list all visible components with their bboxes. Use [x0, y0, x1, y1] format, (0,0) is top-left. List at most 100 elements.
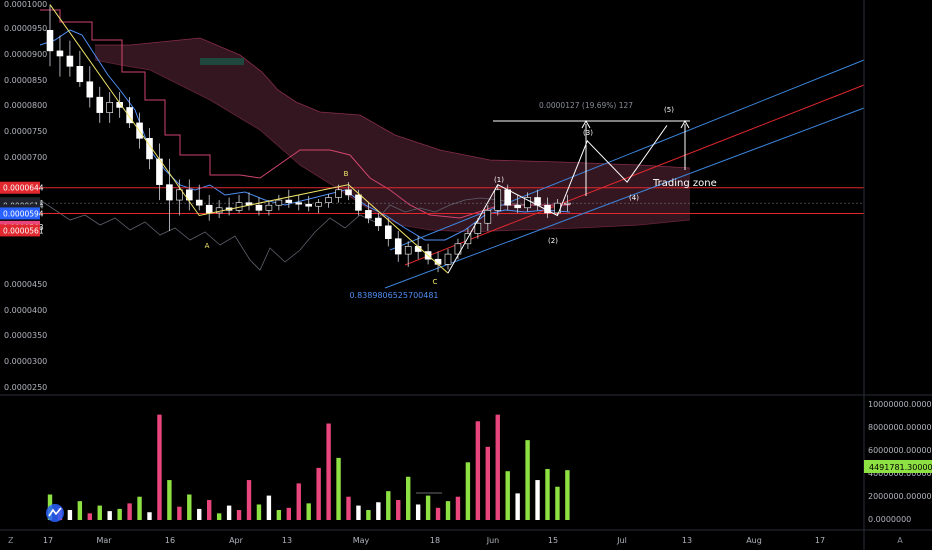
- elliott-wave-drawing[interactable]: [49, 4, 449, 274]
- candle-body: [305, 203, 313, 207]
- volume-bar: [197, 508, 202, 520]
- horizontal-levels[interactable]: [40, 187, 864, 214]
- price-axis[interactable]: 0.0001000 0.0000950 0.0000900 0.0000850 …: [4, 0, 47, 392]
- zone-arrowhead: [680, 119, 690, 129]
- time-tick: Jun: [486, 536, 500, 545]
- candle-body: [265, 204, 273, 211]
- volume-bar: [435, 507, 441, 520]
- price-tick: 0.0000400: [4, 306, 47, 315]
- time-tick: May: [353, 536, 370, 545]
- volume-bar: [425, 495, 431, 520]
- price-tick: 0.0000750: [4, 127, 47, 136]
- auto-scale-button[interactable]: A: [897, 536, 903, 545]
- volume-bar: [236, 510, 242, 520]
- volume-bar: [216, 513, 222, 520]
- volume-bar: [177, 506, 182, 520]
- trading-zone-label: Trading zone: [652, 178, 717, 189]
- candle-body: [195, 199, 203, 206]
- volume-bar: [127, 503, 132, 520]
- time-tick: 13: [282, 536, 292, 545]
- candle-body: [56, 50, 64, 57]
- volume-bar: [485, 446, 490, 520]
- price-tick: 0.0000300: [4, 357, 47, 366]
- volume-bar: [346, 496, 351, 520]
- parallel-channels[interactable]: [384, 59, 865, 289]
- impulse-label-5: (5): [664, 106, 674, 114]
- volume-current-value: 4491781.3000000: [869, 463, 932, 472]
- time-axis[interactable]: 17 Mar 16 Apr 13 May 18 Jun 15 Jul 13 Au…: [43, 536, 825, 545]
- tradingview-logo-icon[interactable]: [46, 504, 64, 522]
- tenkan-line: [39, 29, 571, 241]
- candle-body: [86, 81, 94, 98]
- channel-upper-line: [389, 59, 865, 251]
- candle-body: [444, 253, 452, 265]
- volume-bar: [376, 502, 381, 520]
- volume-bar: [386, 491, 391, 520]
- candle-body: [504, 189, 512, 206]
- volume-bars: [47, 414, 570, 520]
- wave-label-a: A: [205, 242, 210, 250]
- measure-label: 0.0000127 (19.69%) 127: [539, 101, 633, 110]
- volume-bar: [505, 471, 510, 520]
- candle-body: [315, 202, 322, 207]
- measure-arrowhead: [581, 119, 591, 129]
- volume-axis[interactable]: 10000000.0000000 8000000.0000000 6000000…: [864, 400, 932, 524]
- volume-bar: [276, 510, 282, 520]
- volume-bar: [286, 507, 291, 520]
- price-badge: [0, 181, 40, 194]
- price-tick: 0.0001000: [4, 0, 47, 9]
- candle-body: [335, 189, 342, 198]
- volume-bar: [455, 496, 461, 520]
- price-badge: [0, 224, 40, 237]
- candle-body: [404, 246, 412, 255]
- volume-bar: [256, 504, 262, 520]
- volume-bar: [555, 486, 560, 520]
- wave-label-c: C: [433, 278, 438, 286]
- time-tick: 17: [815, 536, 825, 545]
- time-tick: 16: [165, 536, 175, 545]
- indicator-lines: [39, 9, 571, 271]
- volume-tick: 4000000.0000000: [868, 469, 932, 478]
- candle-body: [524, 197, 531, 209]
- volume-bar: [67, 510, 73, 520]
- fib-ratio-label: 0.8389806525700481: [349, 291, 438, 300]
- volume-bar: [117, 508, 122, 520]
- volume-bar: [475, 421, 481, 520]
- volume-bar: [97, 505, 102, 520]
- volume-tick: 10000000.0000000: [868, 400, 932, 409]
- volume-bar: [366, 510, 371, 520]
- candle-body: [186, 189, 193, 201]
- volume-bar: [326, 423, 331, 520]
- candle-body: [454, 243, 462, 255]
- impulse-label-4: (4): [629, 194, 639, 202]
- volume-bar: [356, 505, 361, 520]
- impulse-label-2: (2): [548, 237, 558, 245]
- volume-bar: [167, 480, 172, 520]
- price-tick: 0.0000350: [4, 331, 47, 340]
- price-tick: 0.0000850: [4, 76, 47, 85]
- volume-bar: [535, 480, 540, 520]
- price-tick: 0.0000700: [4, 153, 47, 162]
- projection-drawing[interactable]: [416, 119, 690, 494]
- candle-body: [76, 66, 84, 83]
- time-tick: Apr: [229, 536, 244, 545]
- timezone-button[interactable]: Z: [8, 536, 14, 545]
- candle-body: [205, 204, 213, 214]
- volume-bar: [296, 483, 301, 520]
- candle-body: [394, 238, 402, 255]
- volume-bar: [266, 495, 272, 520]
- volume-bar: [77, 501, 83, 520]
- volume-bar: [445, 501, 451, 520]
- volume-bar: [246, 480, 252, 520]
- candle-body: [96, 96, 104, 113]
- volume-bar: [525, 440, 530, 520]
- candle-body: [484, 210, 492, 224]
- volume-bar: [157, 414, 162, 520]
- volume-bar: [107, 511, 112, 520]
- cloud-lower-edge: [94, 59, 691, 233]
- cloud-twist-segment: [200, 58, 244, 65]
- time-tick: Mar: [96, 536, 112, 545]
- volume-bar: [495, 414, 500, 520]
- volume-tick: 0.0000000: [868, 515, 911, 524]
